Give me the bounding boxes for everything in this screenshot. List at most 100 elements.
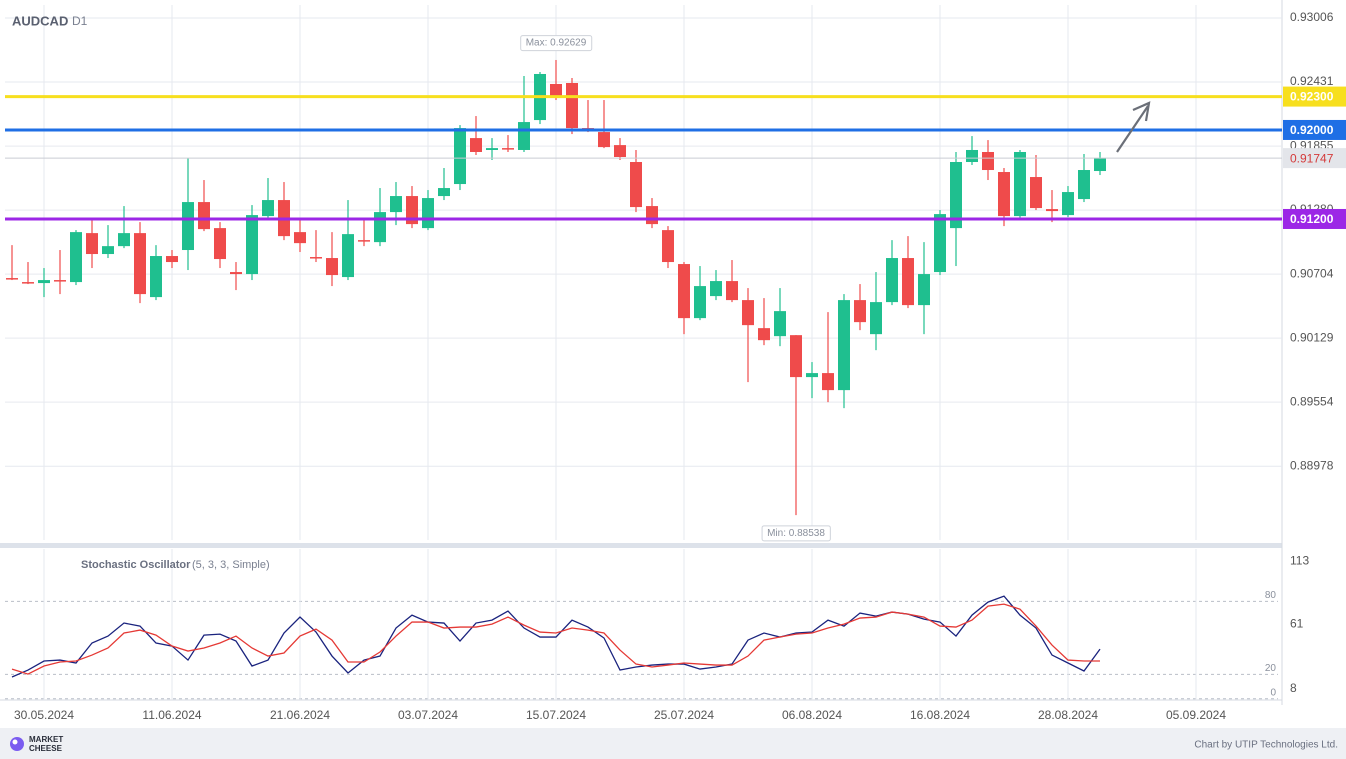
candle-body <box>614 145 626 157</box>
candle-body <box>246 215 258 275</box>
panel-separator <box>0 543 1282 548</box>
candle-body <box>198 202 210 230</box>
candle-body <box>1030 177 1042 209</box>
candle-body <box>550 84 562 97</box>
candle-body <box>678 264 690 319</box>
candle-body <box>854 300 866 323</box>
symbol-title: AUDCAD <box>12 13 68 28</box>
credit: Chart by UTIP Technologies Ltd. <box>1194 740 1338 751</box>
candle-body <box>982 151 994 171</box>
candle-body <box>214 228 226 260</box>
candle-body <box>454 128 466 185</box>
candle-body <box>118 233 130 247</box>
candle-body <box>630 162 642 208</box>
level-label: 80 <box>1265 590 1277 601</box>
indicator-line <box>11 595 1101 678</box>
candle-body <box>390 196 402 213</box>
candle-body <box>838 300 850 391</box>
extreme-label-box <box>761 525 831 542</box>
candle-body <box>102 246 114 255</box>
candle-body <box>150 256 162 298</box>
candle-body <box>182 202 194 251</box>
y-tick-label: 0.92431 <box>1290 74 1334 88</box>
x-tick-label: 15.07.2024 <box>526 708 586 722</box>
candle-body <box>694 286 706 319</box>
candle-body <box>918 274 930 306</box>
candle-body <box>1046 209 1058 212</box>
labels: 0.930060.924310.918550.912800.907040.901… <box>14 10 1346 722</box>
candle-body <box>294 232 306 244</box>
x-tick-label: 06.08.2024 <box>782 708 842 722</box>
level-label: 0.91200 <box>1290 212 1334 226</box>
level-label-box <box>1283 208 1346 229</box>
y-tick-label: 0.93006 <box>1290 10 1334 24</box>
y-tick-label: 0.88978 <box>1290 458 1334 472</box>
candle-body <box>950 162 962 229</box>
candle-body <box>310 257 322 259</box>
logo-icon-hole <box>12 739 18 745</box>
candle-body <box>326 258 338 276</box>
candle-body <box>502 148 514 150</box>
candle-body <box>230 272 242 275</box>
x-tick-label: 30.05.2024 <box>14 708 74 722</box>
candle-body <box>342 234 354 278</box>
candle-body <box>790 335 802 378</box>
candle-body <box>870 302 882 335</box>
candle-body <box>646 206 658 225</box>
x-tick-label: 28.08.2024 <box>1038 708 1098 722</box>
x-tick-label: 11.06.2024 <box>142 708 201 722</box>
x-tick-label: 25.07.2024 <box>654 708 714 722</box>
candle-body <box>406 196 418 225</box>
candle-body <box>774 311 786 337</box>
footer-bar <box>0 728 1346 759</box>
candle-body <box>470 138 482 152</box>
indicator-title: Stochastic Oscillator <box>81 559 191 571</box>
candle-body <box>70 232 82 283</box>
candle-body <box>38 280 50 284</box>
y-tick-label: 61 <box>1290 617 1304 631</box>
candle-body <box>134 233 146 295</box>
y-tick-label: 0.90129 <box>1290 330 1334 344</box>
level-label-box <box>1283 86 1346 107</box>
extreme-label: Min: 0.88538 <box>767 528 825 539</box>
timeframe: D1 <box>72 14 88 28</box>
trend-arrow-head <box>1132 101 1151 122</box>
candle-body <box>726 281 738 301</box>
candle-body <box>86 233 98 255</box>
x-tick-label: 05.09.2024 <box>1166 708 1226 722</box>
candle-body <box>1094 158 1106 172</box>
level-label: 20 <box>1265 663 1277 674</box>
candle-body <box>822 373 834 391</box>
candle-body <box>422 198 434 229</box>
logo-icon <box>10 737 24 751</box>
candle-body <box>806 373 818 378</box>
candle-body <box>358 240 370 242</box>
candle-body <box>518 122 530 150</box>
logo-text: MARKET <box>29 735 63 744</box>
candle-body <box>54 280 66 282</box>
marks <box>5 59 1282 678</box>
level-label: 0 <box>1270 687 1276 698</box>
candle-body <box>934 214 946 273</box>
candle-body <box>566 83 578 129</box>
candle-body <box>374 212 386 243</box>
candle-body <box>902 258 914 306</box>
candle-body <box>6 278 18 280</box>
candle-body <box>966 149 978 163</box>
candle-body <box>662 230 674 263</box>
last-price-label: 0.91747 <box>1290 151 1334 165</box>
candle-body <box>22 282 34 284</box>
last-price-box <box>1283 148 1346 169</box>
candle-body <box>486 148 498 150</box>
extreme-label: Max: 0.92629 <box>526 38 587 49</box>
candle-body <box>998 172 1010 217</box>
candle-body <box>166 256 178 263</box>
extreme-label-box <box>520 35 593 52</box>
candle-body <box>710 281 722 297</box>
x-tick-label: 03.07.2024 <box>398 708 458 722</box>
candle-body <box>262 200 274 217</box>
logo-text: CHEESE <box>29 744 63 753</box>
candle-body <box>1014 151 1026 217</box>
